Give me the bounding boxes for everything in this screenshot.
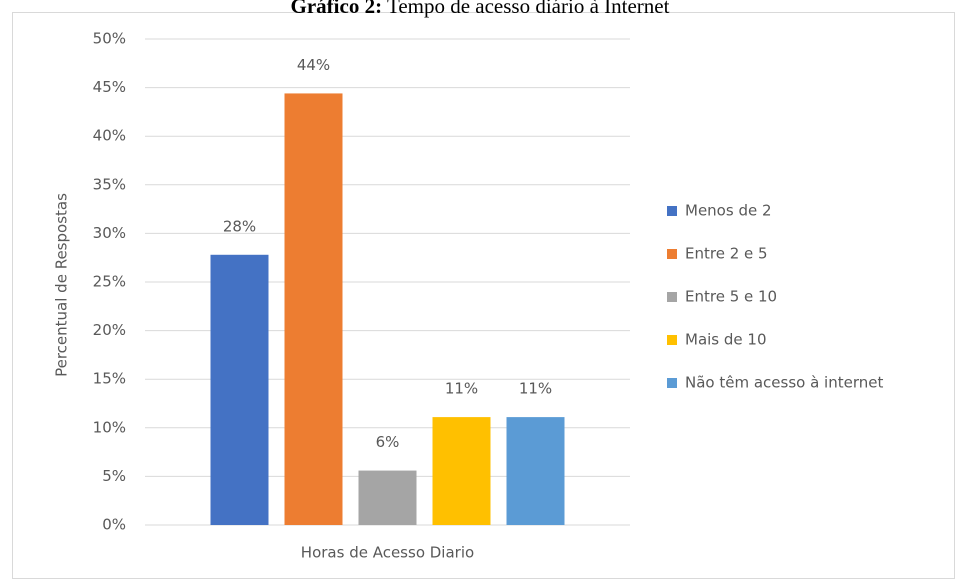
y-axis-label: Percentual de Respostas	[53, 193, 71, 377]
data-label: 6%	[376, 433, 400, 451]
y-tick-label: 0%	[102, 516, 126, 534]
legend-swatch	[667, 249, 677, 259]
legend-label: Menos de 2	[685, 202, 772, 220]
bar	[432, 417, 491, 525]
legend-label: Entre 5 e 10	[685, 288, 777, 306]
data-label: 11%	[445, 380, 478, 398]
y-tick-label: 10%	[93, 418, 126, 436]
y-tick-label: 40%	[93, 127, 126, 145]
title-text: Tempo de acesso diário à Internet	[387, 0, 670, 18]
legend-label: Não têm acesso à internet	[685, 374, 883, 392]
data-label: 44%	[297, 56, 330, 74]
data-label: 28%	[223, 217, 256, 235]
legend-label: Mais de 10	[685, 331, 767, 349]
y-tick-label: 20%	[93, 321, 126, 339]
x-tick-label: Horas de Acesso Diario	[301, 544, 474, 562]
y-tick-label: 5%	[102, 467, 126, 485]
bar	[358, 470, 417, 525]
legend-label: Entre 2 e 5	[685, 245, 768, 263]
title-label: Gráfico 2:	[291, 0, 383, 18]
bar	[210, 254, 269, 525]
y-tick-label: 30%	[93, 224, 126, 242]
y-tick-label: 35%	[93, 175, 126, 193]
data-label: 11%	[519, 380, 552, 398]
legend-swatch	[667, 206, 677, 216]
legend-swatch	[667, 292, 677, 302]
y-tick-label: 45%	[93, 78, 126, 96]
legend-swatch	[667, 378, 677, 388]
y-tick-label: 15%	[93, 370, 126, 388]
bar	[284, 93, 343, 525]
y-tick-label: 25%	[93, 273, 126, 291]
chart-title: Gráfico 2: Tempo de acesso diário à Inte…	[291, 0, 670, 18]
legend-swatch	[667, 335, 677, 345]
bar	[506, 417, 565, 525]
y-tick-label: 50%	[93, 30, 126, 48]
